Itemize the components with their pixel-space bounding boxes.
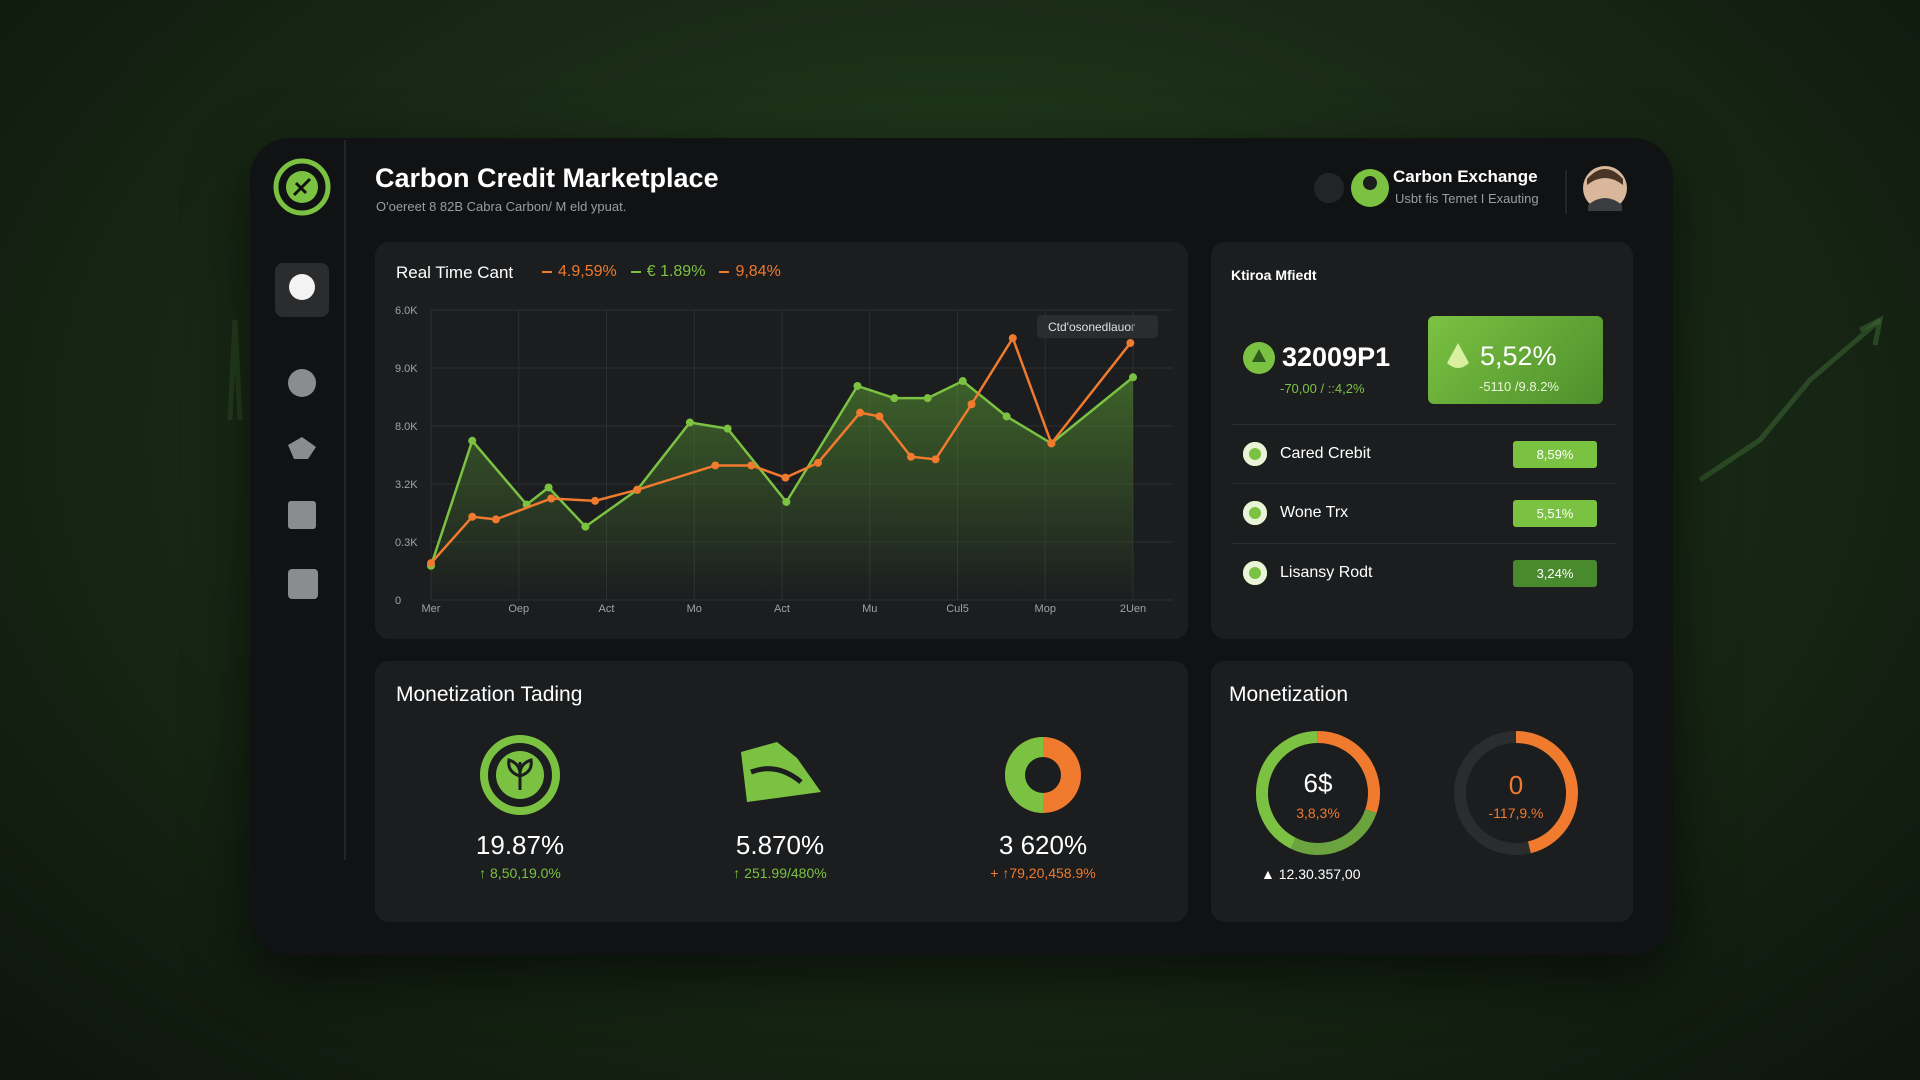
row-icon bbox=[1243, 561, 1267, 585]
nav-icon[interactable] bbox=[289, 274, 315, 300]
notification-icon[interactable] bbox=[1314, 173, 1344, 203]
chart-card bbox=[375, 242, 1188, 639]
row-badge bbox=[1513, 560, 1597, 587]
avatar[interactable] bbox=[1582, 165, 1628, 211]
nav-icon[interactable] bbox=[288, 369, 316, 397]
row-name: Cared Crebit bbox=[1280, 445, 1371, 462]
row-name: Wone Trx bbox=[1280, 504, 1349, 521]
page-subtitle: O'oereet 8 82B Cabra Carbon/ M eld ypuat… bbox=[376, 199, 627, 214]
row-badge bbox=[1513, 441, 1597, 468]
row-change: 3,24% bbox=[1536, 566, 1574, 581]
row-change: 5,51% bbox=[1536, 506, 1574, 521]
gauge-change: -117,9.% bbox=[1488, 805, 1544, 821]
legend-swatch bbox=[630, 271, 641, 273]
gauge bbox=[1454, 731, 1578, 855]
row-name: Lisansy Rodt bbox=[1280, 564, 1373, 581]
logo-mark bbox=[292, 177, 312, 197]
row-change: 8,59% bbox=[1536, 447, 1574, 462]
chart-tooltip bbox=[1037, 315, 1158, 338]
header-icons bbox=[1314, 169, 1389, 207]
row-icon bbox=[1243, 442, 1267, 466]
account-name: Carbon Exchange bbox=[1393, 167, 1538, 186]
trading-change: + ↑79,20,458.9% bbox=[990, 865, 1096, 881]
sidebar bbox=[273, 158, 331, 599]
legend-label: 9,84% bbox=[735, 263, 781, 280]
market-price-change: -70,00 / ::4,2% bbox=[1280, 381, 1365, 396]
tooltip-text: Ctd'osonedlauor bbox=[1048, 320, 1136, 334]
legend-swatch bbox=[719, 271, 730, 273]
trading-title: Monetization Tading bbox=[396, 683, 583, 706]
chart-legend: 4.9,59% € 1.89% 9,84% bbox=[542, 263, 781, 281]
account-icon-head bbox=[1363, 176, 1377, 190]
row-icon bbox=[1243, 501, 1267, 525]
logo bbox=[273, 158, 331, 216]
trading-icon bbox=[480, 735, 560, 815]
decor-arrow bbox=[1698, 318, 1882, 483]
decor-arrow-head bbox=[1858, 315, 1884, 346]
price-icon bbox=[1243, 342, 1275, 374]
nav-icon[interactable] bbox=[288, 501, 316, 529]
legend-item: 4.9,59% bbox=[542, 263, 617, 281]
chart-title: Real Time Cant bbox=[396, 263, 514, 282]
row-divider bbox=[1231, 424, 1616, 425]
gauge-value: 0 bbox=[1508, 770, 1524, 800]
monetization-card bbox=[1211, 661, 1633, 922]
gauge bbox=[1256, 731, 1380, 855]
account-subtitle: Usbt fis Temet I Exauting bbox=[1395, 191, 1539, 206]
legend-label: 4.9,59% bbox=[558, 263, 617, 280]
trading-value: 19.87% bbox=[475, 830, 565, 860]
header-divider bbox=[1565, 170, 1567, 214]
trading-icon bbox=[1005, 737, 1081, 813]
legend-item: 9,84% bbox=[719, 263, 781, 281]
market-title: Ktiroa Mfiedt bbox=[1231, 267, 1317, 283]
legend-label: € 1.89% bbox=[646, 263, 706, 280]
trading-change: ↑ 251.99/480% bbox=[733, 865, 827, 881]
trading-value: 3 620% bbox=[998, 830, 1088, 860]
nav-icon[interactable] bbox=[288, 437, 316, 459]
legend-item: € 1.89% bbox=[630, 263, 706, 281]
sidebar-divider bbox=[344, 140, 346, 860]
market-price: 32009P1 bbox=[1282, 342, 1391, 372]
page-title: Carbon Credit Marketplace bbox=[375, 163, 719, 193]
gauge-change: 3,8,3% bbox=[1296, 805, 1340, 821]
highlight-change: -5110 /9.8.2% bbox=[1479, 379, 1559, 394]
decor-arrow bbox=[227, 319, 243, 421]
monetization-title: Monetization bbox=[1229, 683, 1349, 706]
row-badge bbox=[1513, 500, 1597, 527]
gauge-value: 6$ bbox=[1303, 768, 1333, 798]
monetization-footer: ▲ 12.30.357,00 bbox=[1261, 866, 1361, 882]
trading-value: 5.870% bbox=[735, 830, 825, 860]
trading-icon bbox=[741, 742, 821, 802]
nav-icon[interactable] bbox=[288, 569, 318, 599]
trading-change: ↑ 8,50,19.0% bbox=[479, 865, 561, 881]
highlight-value: 5,52% bbox=[1480, 341, 1557, 371]
legend-swatch bbox=[542, 271, 552, 273]
row-divider bbox=[1231, 483, 1616, 484]
highlight-icon bbox=[1447, 343, 1469, 368]
row-divider bbox=[1231, 543, 1616, 544]
